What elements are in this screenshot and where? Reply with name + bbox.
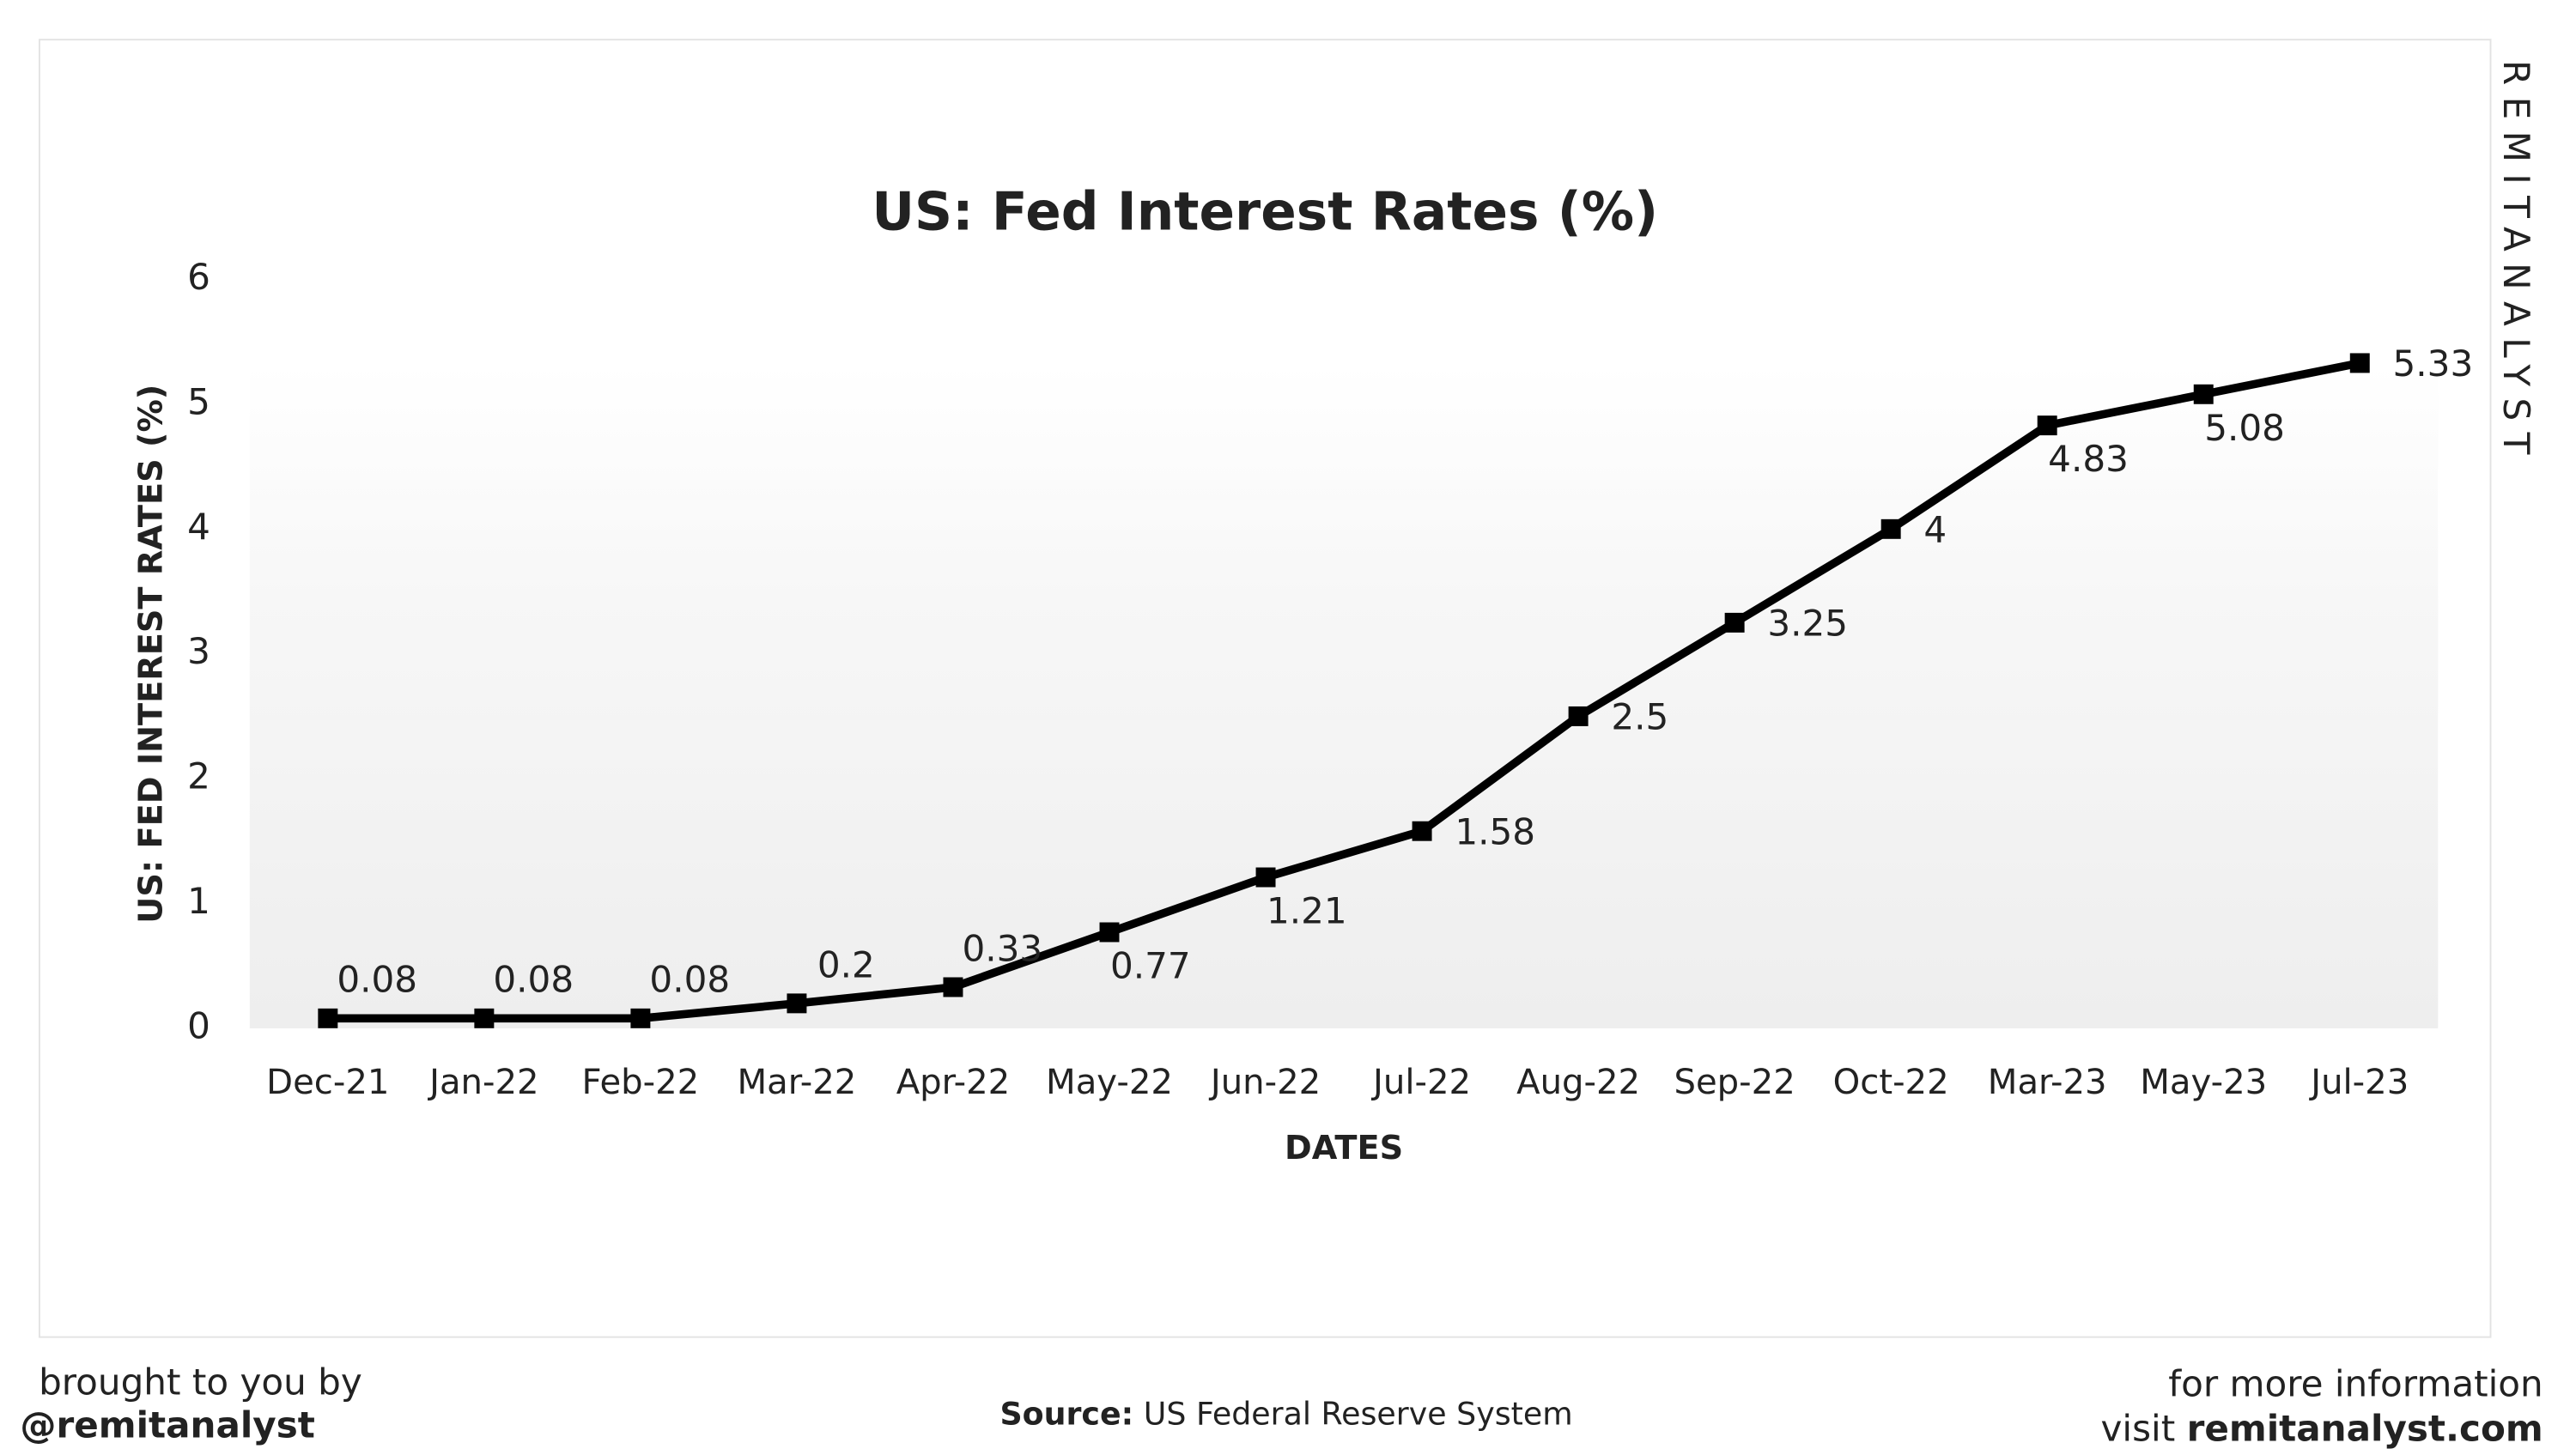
data-label: 0.33 [963, 927, 1043, 969]
marker [1412, 821, 1432, 841]
data-label: 0.08 [649, 959, 730, 1001]
line [327, 359, 2361, 1023]
marker [943, 977, 963, 997]
data-label: 1.58 [1455, 811, 1535, 853]
marker [1880, 518, 1901, 539]
y-axis-label: US: FED INTEREST RATES (%) [131, 385, 170, 924]
watermark: REMITANALYST [2495, 60, 2537, 466]
plot-background [249, 364, 2439, 1028]
x-tick-label: Jul-23 [2308, 1063, 2409, 1102]
footer-left-line2: @remitanalyst [20, 1404, 315, 1446]
chart-title: US: Fed Interest Rates (%) [872, 181, 1658, 242]
footer-source: Source: US Federal Reserve System [999, 1395, 1572, 1432]
x-tick-label: May-23 [2140, 1063, 2267, 1102]
x-tick-label: Mar-22 [738, 1063, 857, 1102]
marker [2349, 353, 2370, 373]
marker [1099, 922, 1120, 943]
x-tick-label: Oct-22 [1833, 1063, 1949, 1102]
x-tick-label: Jan-22 [427, 1063, 539, 1102]
y-tick-label: 2 [187, 755, 210, 797]
marker [630, 1008, 651, 1028]
data-label: 4.83 [2048, 438, 2129, 480]
marker [1724, 612, 1745, 633]
y-tick-label: 0 [187, 1004, 210, 1046]
footer-right-line1: for more information [2168, 1363, 2543, 1405]
data-label: 4 [1923, 509, 1947, 551]
data-label: 5.33 [2393, 343, 2474, 385]
data-label: 1.21 [1267, 890, 1347, 932]
x-tick-label: Dec-21 [266, 1063, 389, 1102]
footer-left-line1: brought to you by [39, 1361, 362, 1404]
marker [2193, 384, 2214, 404]
x-tick-label: Mar-23 [1988, 1063, 2107, 1102]
footer-visit: visit [2101, 1407, 2176, 1449]
source-text: US Federal Reserve System [1144, 1395, 1573, 1432]
x-axis-label: DATES [1285, 1129, 1403, 1167]
marker [318, 1008, 338, 1028]
y-tick-label: 1 [187, 880, 210, 922]
x-tick-label: Jun-22 [1208, 1063, 1321, 1102]
data-label: 5.08 [2204, 407, 2285, 449]
x-tick-label: Apr-22 [896, 1063, 1011, 1102]
data-label: 0.08 [337, 959, 417, 1001]
source-label: Source: [999, 1395, 1133, 1432]
marker [1255, 867, 1276, 888]
footer-link[interactable]: remitanalyst.com [2187, 1407, 2543, 1449]
x-tick-label: Feb-22 [582, 1063, 700, 1102]
marker [2037, 415, 2057, 436]
x-tick-label: Sep-22 [1674, 1063, 1795, 1102]
data-label: 2.5 [1611, 696, 1668, 738]
data-label: 0.2 [817, 943, 875, 985]
y-tick-label: 4 [187, 506, 210, 548]
marker [1568, 706, 1589, 726]
footer-right-line2: visit remitanalyst.com [2101, 1407, 2543, 1449]
x-tick-label: Aug-22 [1516, 1063, 1640, 1102]
x-tick-label: Jul-22 [1370, 1063, 1471, 1102]
y-tick-label: 3 [187, 630, 210, 672]
marker [787, 993, 807, 1014]
data-label: 0.08 [493, 959, 574, 1001]
marker [474, 1008, 495, 1028]
data-label: 3.25 [1767, 603, 1848, 645]
x-tick-label: May-22 [1046, 1063, 1173, 1102]
data-label: 0.77 [1110, 945, 1191, 987]
y-tick-label: 5 [187, 380, 210, 422]
y-tick-label: 6 [187, 256, 210, 298]
